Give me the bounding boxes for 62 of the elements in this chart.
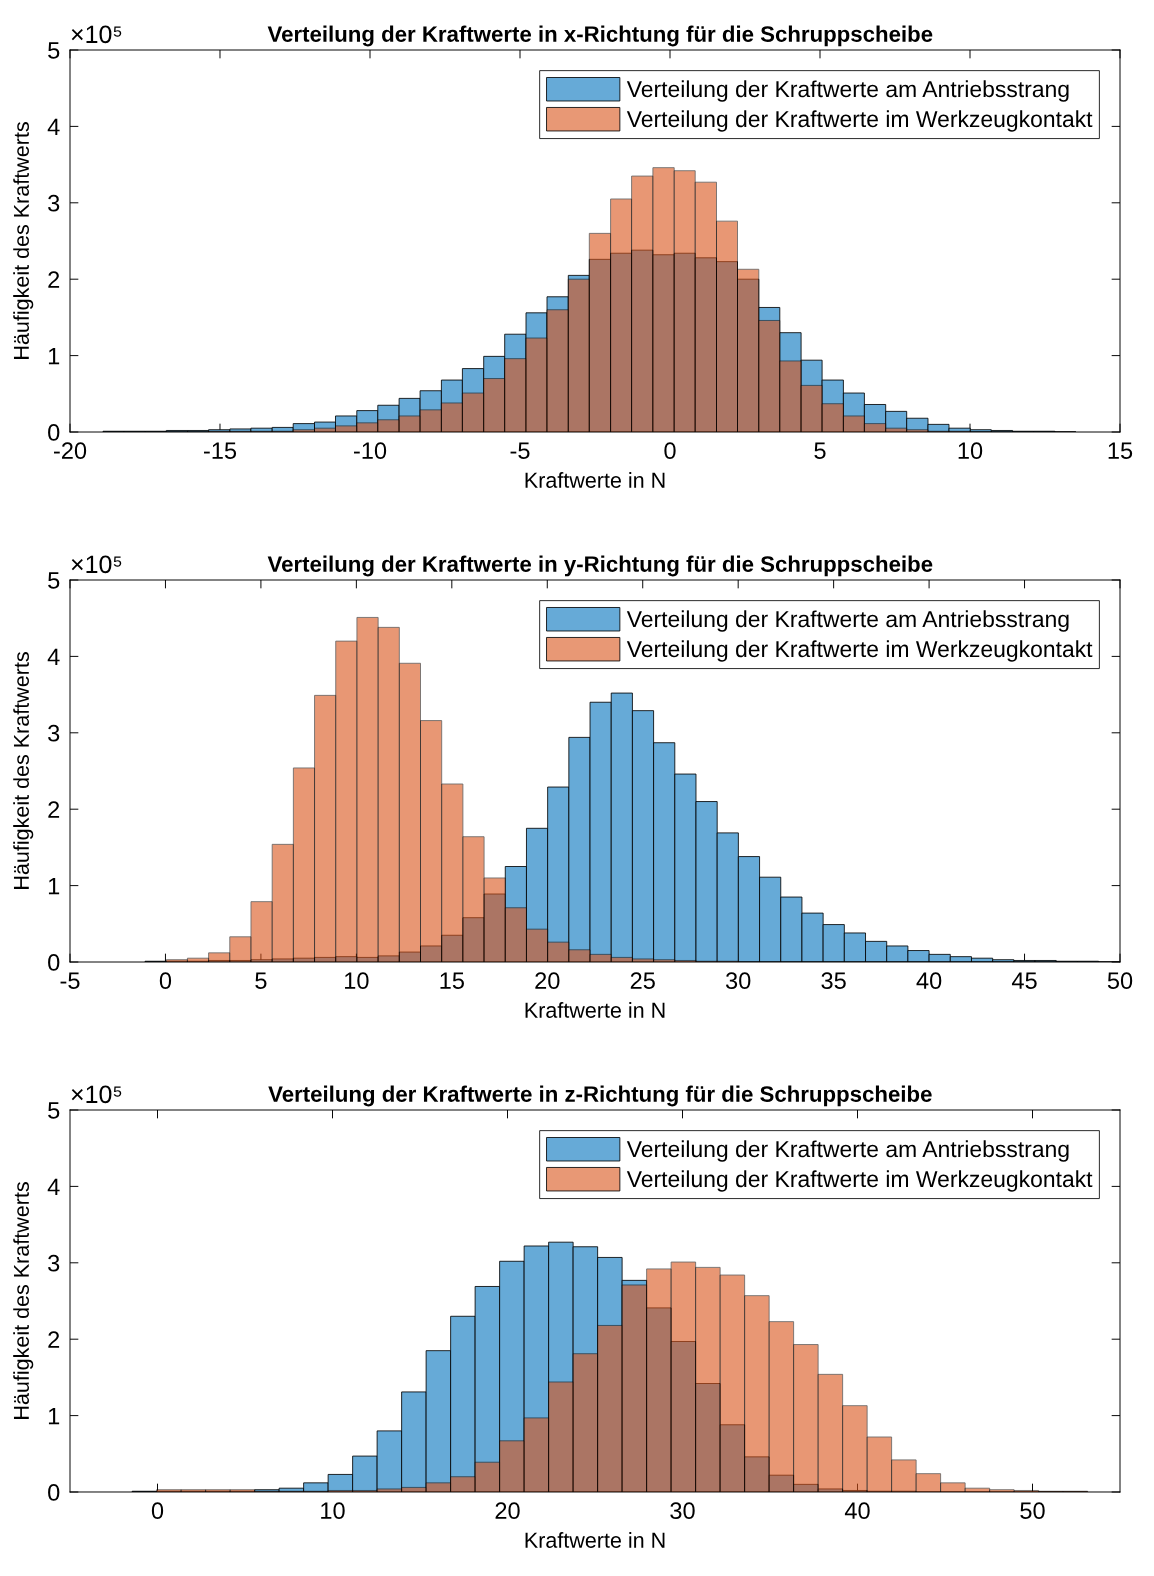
text: ×10⁵ [71, 555, 122, 574]
x-tick-label: -10 [353, 442, 387, 460]
x-tick-label: 20 [535, 972, 560, 990]
y-tick-label: 1 [48, 347, 60, 365]
x-tick-label: 45 [1011, 972, 1037, 990]
legend-label: Verteilung der Kraftwerte am Antriebsstrang [626, 610, 1069, 632]
legend-label: Verteilung der Kraftwerte im Werkzeugkontakt [626, 1170, 1093, 1192]
x-tick-label: 0 [664, 442, 676, 460]
y-tick-label: 3 [48, 724, 60, 742]
x-tick-label: 10 [345, 972, 369, 990]
x-tick-label: 15 [440, 972, 464, 990]
x-tick-label: 10 [958, 442, 983, 460]
text: ×10⁵ [71, 25, 122, 44]
y-tick-label: 2 [48, 801, 60, 818]
y-tick-label: 4 [47, 118, 60, 135]
y-tick-label: 5 [48, 572, 60, 589]
x-tick-label: -20 [53, 442, 87, 460]
x-tick-label: 30 [670, 1502, 695, 1520]
x-axis-title: Kraftwerte in N [525, 1532, 665, 1548]
y-tick-label: 2 [48, 271, 60, 288]
legend-label: Verteilung der Kraftwerte im Werkzeugkontakt [626, 110, 1093, 132]
x-tick-label: -5 [510, 442, 530, 460]
legend-label: Verteilung der Kraftwerte im Werkzeugkontakt [626, 640, 1093, 662]
y-axis-title: Häufigkeit des Kraftwerts [13, 1182, 34, 1419]
y-tick-label: 5 [48, 1102, 60, 1119]
x-tick-label: 40 [916, 972, 942, 990]
x-tick-label: 5 [814, 442, 826, 460]
x-tick-label: 50 [1107, 972, 1133, 990]
y-tick-label: 0 [48, 1484, 60, 1501]
y-tick-label: 5 [48, 42, 60, 59]
x-axis-title: Kraftwerte in N [525, 1002, 665, 1018]
y-tick-label: 2 [48, 1331, 60, 1348]
y-tick-label: 3 [48, 194, 60, 212]
y-tick-label: 1 [48, 877, 60, 895]
x-tick-label: 35 [821, 972, 846, 990]
x-axis-title: Kraftwerte in N [525, 472, 665, 488]
y-tick-label: 3 [48, 1254, 60, 1272]
x-tick-label: 20 [495, 1502, 520, 1520]
chart-title: Verteilung der Kraftwerte in z-Richtung für die Schruppscheibe [268, 1085, 932, 1107]
x-tick-label: -5 [60, 972, 80, 990]
y-tick-label: 1 [48, 1407, 60, 1425]
x-tick-label: -15 [203, 442, 237, 460]
chart-title: Verteilung der Kraftwerte in x-Richtung für die Schruppscheibe [267, 25, 933, 47]
x-tick-label: 10 [321, 1502, 345, 1520]
x-tick-label: 25 [630, 972, 655, 990]
x-tick-label: 0 [159, 972, 172, 990]
x-tick-label: 40 [844, 1502, 870, 1520]
legend-label: Verteilung der Kraftwerte am Antriebsstrang [626, 80, 1069, 102]
x-tick-label: 5 [255, 972, 267, 990]
legend-label: Verteilung der Kraftwerte am Antriebsstrang [626, 1140, 1069, 1162]
y-tick-label: 4 [47, 1178, 60, 1195]
x-tick-label: 50 [1020, 1502, 1045, 1520]
chart-title: Verteilung der Kraftwerte in y-Richtung für die Schruppscheibe [267, 555, 933, 577]
y-axis-title: Häufigkeit des Kraftwerts [13, 122, 34, 359]
x-tick-label: 30 [725, 972, 751, 990]
y-tick-label: 0 [48, 424, 60, 441]
y-tick-label: 0 [48, 954, 60, 971]
x-tick-label: 15 [1108, 442, 1133, 460]
text: ×10⁵ [71, 1085, 122, 1104]
x-tick-label: 0 [151, 1502, 164, 1520]
y-axis-title: Häufigkeit des Kraftwerts [13, 652, 34, 889]
y-tick-label: 4 [47, 648, 60, 665]
